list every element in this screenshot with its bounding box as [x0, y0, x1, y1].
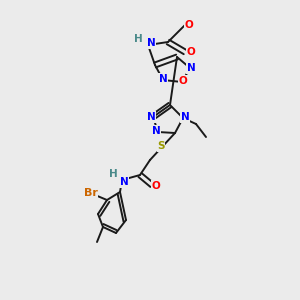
Text: H: H	[134, 34, 142, 44]
Text: Br: Br	[84, 188, 98, 198]
Text: N: N	[159, 74, 167, 84]
Text: O: O	[187, 47, 195, 57]
Text: N: N	[181, 112, 189, 122]
Text: N: N	[120, 177, 128, 187]
Text: N: N	[187, 63, 195, 73]
Text: O: O	[178, 76, 188, 86]
Text: O: O	[184, 20, 194, 30]
Text: N: N	[147, 38, 155, 48]
Text: O: O	[152, 181, 160, 191]
Text: N: N	[147, 112, 155, 122]
Text: H: H	[109, 169, 117, 179]
Text: N: N	[152, 126, 160, 136]
Text: S: S	[157, 141, 165, 151]
